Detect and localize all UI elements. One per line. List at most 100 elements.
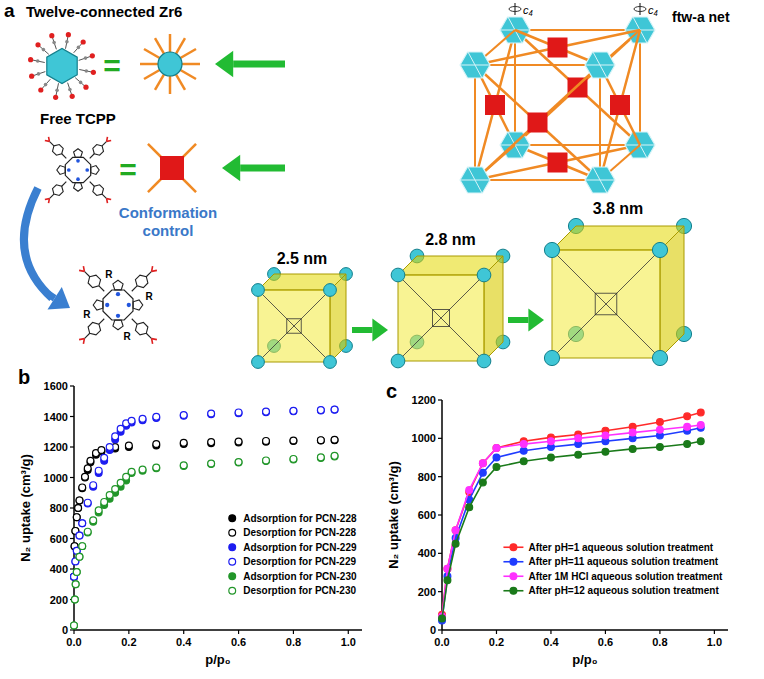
y-axis-title: N₂ uptake (cm³/g) [18, 454, 33, 562]
x-tick-label: 0.2 [489, 636, 504, 648]
net-edge [514, 30, 516, 145]
data-point [575, 451, 582, 458]
arm-bond [146, 333, 151, 338]
data-point [331, 406, 338, 413]
x-tick-label: 0.4 [543, 636, 559, 648]
data-point [657, 419, 664, 426]
y-tick-label: 1000 [44, 472, 68, 484]
x-tick-label: 0.8 [286, 636, 301, 648]
data-point [493, 464, 500, 471]
y-tick-label: 600 [418, 509, 436, 521]
data-point [75, 505, 82, 512]
arrow-head [215, 51, 233, 78]
data-point [235, 409, 242, 416]
oxygen [70, 94, 75, 99]
arrow-shaft [352, 327, 372, 333]
conformation-arrow [24, 188, 52, 298]
data-point [235, 459, 242, 466]
carboxyl [151, 339, 154, 344]
legend: After pH=1 aqueous solution treatmentAft… [503, 542, 723, 597]
data-point [153, 413, 160, 420]
arrow-shaft [48, 294, 55, 298]
oxygen [29, 74, 34, 79]
net-node [460, 167, 490, 193]
y-tick-label: 400 [50, 563, 68, 575]
cuboctahedron [585, 52, 615, 78]
arm-bond [132, 286, 137, 291]
oxygen [66, 32, 71, 37]
arrow-head [372, 319, 388, 342]
data-point [84, 528, 91, 535]
data-point [263, 438, 270, 445]
data-point [180, 412, 187, 419]
data-point [317, 407, 324, 414]
carbon [52, 41, 56, 45]
phenyl [93, 145, 104, 156]
cuboctahedron-edge [593, 52, 607, 78]
carbon [55, 89, 59, 93]
phenyl [53, 145, 64, 156]
pyrrole [57, 166, 65, 175]
carbon [68, 88, 72, 92]
y-tick [70, 446, 74, 447]
label-line: control [143, 222, 194, 239]
net-linker [528, 113, 548, 133]
substituent-label: R [83, 309, 91, 320]
rotation-label: c₄ [523, 4, 533, 16]
y-tick [438, 476, 442, 477]
x-tick-label: 0.0 [434, 636, 449, 648]
x-axis [74, 629, 362, 631]
arm-bond [90, 154, 95, 159]
pyrrole [133, 300, 143, 310]
data-point [208, 461, 215, 468]
data-point [112, 433, 119, 440]
net-link [620, 30, 640, 105]
legend-label: After pH=12 aqueous solution treatment [528, 585, 719, 596]
cuboctahedron [585, 167, 615, 193]
carboxyl [48, 137, 50, 142]
pyrrole [74, 183, 83, 191]
carbon [79, 81, 83, 85]
data-point [79, 485, 86, 492]
cuboctahedron-edge [593, 167, 607, 193]
data-point [444, 577, 451, 584]
data-point [76, 497, 83, 504]
arrow-shaft [233, 61, 285, 68]
legend-label: Adsorption for PCN-230 [243, 571, 357, 582]
carbon [65, 40, 69, 44]
nitrogen [105, 303, 109, 307]
net-edge [599, 65, 601, 180]
data-point [263, 457, 270, 464]
legend-label: Adsorption for PCN-229 [243, 542, 357, 553]
carbon [85, 69, 89, 73]
data-point [72, 581, 79, 588]
data-point [180, 463, 187, 470]
data-point [493, 454, 500, 461]
substituent-label: R [105, 269, 113, 280]
y-tick-label: 1600 [44, 380, 68, 392]
data-point [73, 569, 80, 576]
data-point [629, 429, 636, 436]
net-node [585, 167, 615, 193]
y-tick [70, 385, 74, 386]
x-tick [183, 630, 184, 634]
data-point [123, 473, 130, 480]
oxygen [83, 85, 88, 90]
data-point [75, 505, 82, 512]
cage-linker-core [432, 309, 449, 326]
cage-node [544, 350, 559, 365]
data-point [235, 438, 242, 445]
x-axis [442, 629, 728, 631]
y-tick-label: 1400 [44, 411, 68, 423]
arm-bond [49, 194, 54, 199]
arm-bond [49, 141, 54, 146]
carboxyl [83, 266, 86, 271]
cuboctahedron-edge [468, 52, 482, 78]
y-tick-label: 1200 [412, 394, 436, 406]
data-point [290, 438, 297, 445]
y-tick [70, 538, 74, 539]
data-point [548, 438, 555, 445]
data-point [331, 437, 338, 444]
y-tick [438, 438, 442, 439]
x-tick-label: 0.2 [121, 636, 136, 648]
